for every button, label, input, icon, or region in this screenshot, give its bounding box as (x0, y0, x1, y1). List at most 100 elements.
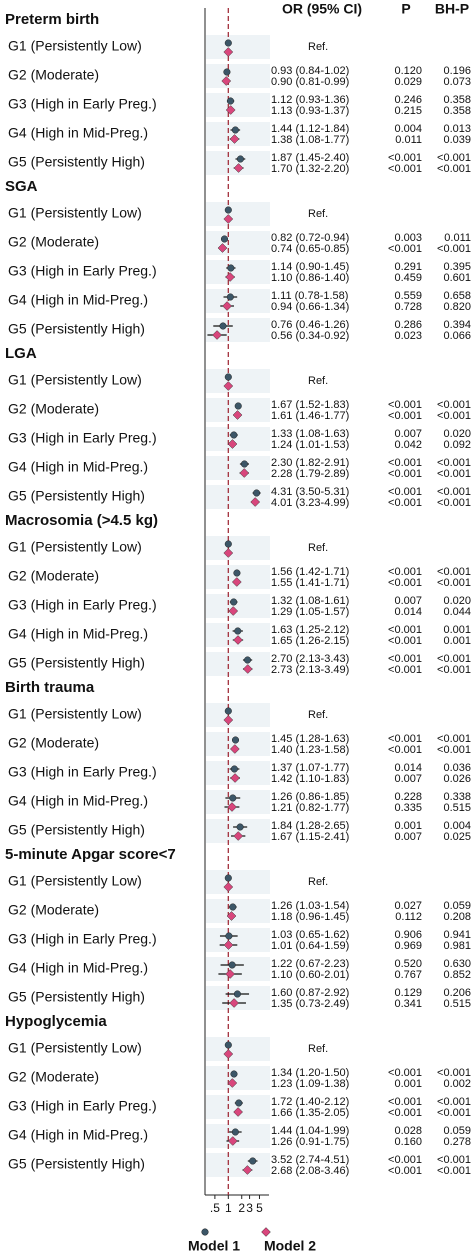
model-point (233, 1107, 243, 1117)
model-point (242, 1165, 253, 1175)
p-value: 0.335 (394, 802, 422, 814)
group-label: G3 (High in Early Preg.) (8, 96, 157, 112)
group-label: G2 (Moderate) (8, 234, 99, 250)
p-value: 0.028 (394, 1125, 422, 1137)
model-point (230, 773, 240, 783)
row-band (206, 485, 270, 509)
bh-p-value: 0.515 (443, 998, 471, 1010)
group-label: G1 (Persistently Low) (8, 38, 142, 54)
model-point (231, 736, 240, 744)
bh-p-value: <0.001 (437, 744, 471, 756)
row-band (206, 202, 270, 226)
or-ci-label: 1.10 (0.60-2.01) (271, 969, 349, 981)
model-point (225, 272, 236, 282)
group-label: G3 (High in Early Preg.) (8, 931, 157, 947)
model-point (217, 243, 228, 253)
row-band (206, 1037, 270, 1061)
p-value: 0.291 (394, 261, 422, 273)
p-value: <0.001 (388, 624, 422, 636)
bh-p-value: 0.941 (443, 929, 471, 941)
model-point (223, 882, 234, 892)
bh-p-value: 0.196 (443, 65, 471, 77)
bh-p-value: 0.013 (443, 123, 471, 135)
row-band (206, 870, 270, 894)
bh-p-value: <0.001 (437, 399, 471, 411)
ref-label: Ref. (308, 542, 328, 554)
p-value: 0.007 (394, 428, 422, 440)
row-band (206, 1066, 270, 1090)
row-band (206, 1153, 270, 1177)
or-ci-label: 0.93 (0.84-1.02) (271, 65, 349, 77)
model-point (228, 606, 239, 616)
model-point (231, 126, 239, 134)
p-value: 0.007 (394, 773, 422, 785)
row-band (206, 318, 270, 342)
bh-p-value: <0.001 (437, 1107, 471, 1119)
bh-p-value: 0.208 (443, 911, 471, 923)
group-label: G5 (Persistently High) (8, 822, 145, 838)
model-point (240, 460, 248, 468)
or-ci-label: 1.55 (1.41-1.71) (271, 577, 349, 589)
or-ci-label: 1.84 (1.28-2.65) (271, 820, 349, 832)
row-band (206, 260, 270, 284)
bh-p-value: 0.820 (443, 301, 471, 313)
model-point (229, 134, 240, 144)
group-label: G4 (High in Mid-Preg.) (8, 459, 148, 475)
group-label: G4 (High in Mid-Preg.) (8, 1127, 148, 1143)
bh-p-value: 0.395 (443, 261, 471, 273)
bh-p-value: <0.001 (437, 410, 471, 422)
ref-label: Ref. (308, 1043, 328, 1055)
bh-p-value: 0.358 (443, 105, 471, 117)
p-value: 0.215 (394, 105, 422, 117)
row-band (206, 594, 270, 618)
or-ci-label: 1.61 (1.46-1.77) (271, 410, 349, 422)
or-ci-label: 1.13 (0.93-1.37) (271, 105, 349, 117)
row-band (206, 652, 270, 676)
model-point (223, 940, 234, 950)
row-band (206, 427, 270, 451)
group-label: G5 (Persistently High) (8, 154, 145, 170)
ref-label: Ref. (308, 41, 328, 53)
group-label: G3 (High in Early Preg.) (8, 1098, 157, 1114)
or-ci-label: 0.56 (0.34-0.92) (271, 330, 349, 342)
group-label: G4 (High in Mid-Preg.) (8, 626, 148, 642)
group-label: G2 (Moderate) (8, 568, 99, 584)
bh-p-value: <0.001 (437, 1154, 471, 1166)
legend-label: Model 1 (188, 1238, 240, 1254)
model-point (227, 802, 237, 812)
model-point (250, 497, 261, 507)
bh-p-value: <0.001 (437, 653, 471, 665)
p-value: <0.001 (388, 163, 422, 175)
or-ci-label: 1.14 (0.90-1.45) (271, 261, 349, 273)
p-value: 0.246 (394, 94, 422, 106)
bh-p-value: 0.278 (443, 1136, 471, 1148)
or-ci-label: 1.12 (0.93-1.36) (271, 94, 349, 106)
or-ci-label: 1.72 (1.40-2.12) (271, 1096, 349, 1108)
legend-marker (201, 1228, 209, 1236)
x-tick-label: 5 (256, 1201, 263, 1215)
or-ci-label: 1.38 (1.08-1.77) (271, 134, 349, 146)
bh-p-value: 0.515 (443, 802, 471, 814)
model-point (233, 635, 243, 645)
group-label: G1 (Persistently Low) (8, 205, 142, 221)
p-value: 0.007 (394, 595, 422, 607)
bh-p-value: 0.394 (443, 319, 471, 331)
p-value: 0.969 (394, 940, 422, 952)
model-point (219, 322, 227, 330)
outcome-title: LGA (5, 345, 37, 362)
or-ci-label: 1.03 (0.65-1.62) (271, 929, 349, 941)
group-label: G4 (High in Mid-Preg.) (8, 292, 148, 308)
p-value: <0.001 (388, 577, 422, 589)
model-point (224, 206, 232, 214)
model-point (223, 1049, 234, 1059)
p-value: <0.001 (388, 744, 422, 756)
model-point (224, 540, 232, 548)
p-value: 0.129 (394, 987, 422, 999)
p-value: <0.001 (388, 653, 422, 665)
model-point (212, 330, 222, 340)
row-band (206, 35, 270, 59)
model-point (225, 969, 236, 979)
row-band (206, 536, 270, 560)
model-point (220, 235, 229, 243)
